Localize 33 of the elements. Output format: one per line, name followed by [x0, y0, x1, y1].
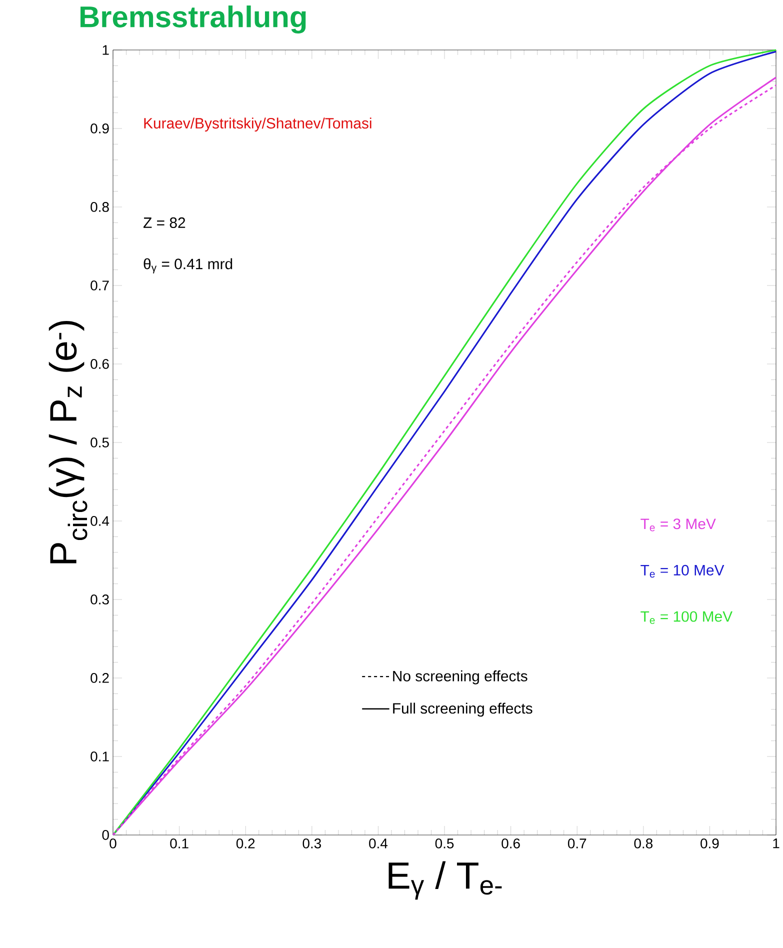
x-axis-title: E$_{γ}$ / T$_{e-}$: [388, 861, 502, 900]
x-tick-label: 0.1: [170, 838, 188, 848]
x-tick-label: 0.4: [368, 838, 388, 848]
annotation: Kuraev/Bystritskiy/Shatnev/Tomasi: [144, 118, 372, 132]
annotation: θ$_{γ}$ = 0.41 mrd: [144, 258, 232, 274]
y-tick-label: 0.2: [90, 673, 109, 683]
x-tick-label: 0.8: [634, 838, 652, 848]
y-tick-label: 0: [102, 830, 109, 840]
y-tick-label: 0.9: [90, 124, 109, 134]
y-axis-title: P$_{circ}$(γ) / P$_{z}$ (e$^{-}$): [48, 320, 88, 564]
y-tick-label: 0.8: [90, 202, 109, 212]
annotation: No screening effects: [393, 670, 528, 684]
text: T$_{e}$ = 3 MeV: [640, 518, 716, 532]
y-tick-label: 1: [102, 45, 109, 55]
y-tick-label: 0.1: [90, 752, 109, 762]
x-tick-label: 0.7: [568, 838, 586, 848]
x-tick-label: 0.2: [236, 838, 255, 848]
text: T$_{e}$ = 100 MeV: [640, 611, 732, 624]
y-tick-label: 0.7: [90, 280, 109, 290]
x-tick-label: 0: [110, 838, 116, 848]
x-tick-label: 0.9: [700, 838, 719, 848]
text: T$_{e}$ = 10 MeV: [640, 564, 724, 578]
chart-title: Bremsstrahlung: [80, 6, 306, 34]
annotation: Z = 82: [143, 217, 185, 228]
y-tick-label: 0.6: [90, 359, 109, 369]
y-tick-label: 0.4: [90, 516, 109, 526]
annotation: Full screening effects: [393, 702, 532, 717]
x-tick-label: 0.6: [502, 838, 520, 848]
x-tick-label: 1: [773, 838, 780, 848]
y-tick-label: 0.3: [90, 594, 109, 604]
x-tick-label: 0.3: [302, 838, 321, 848]
y-tick-label: 0.5: [90, 438, 109, 448]
x-tick-label: 0.5: [435, 838, 454, 848]
